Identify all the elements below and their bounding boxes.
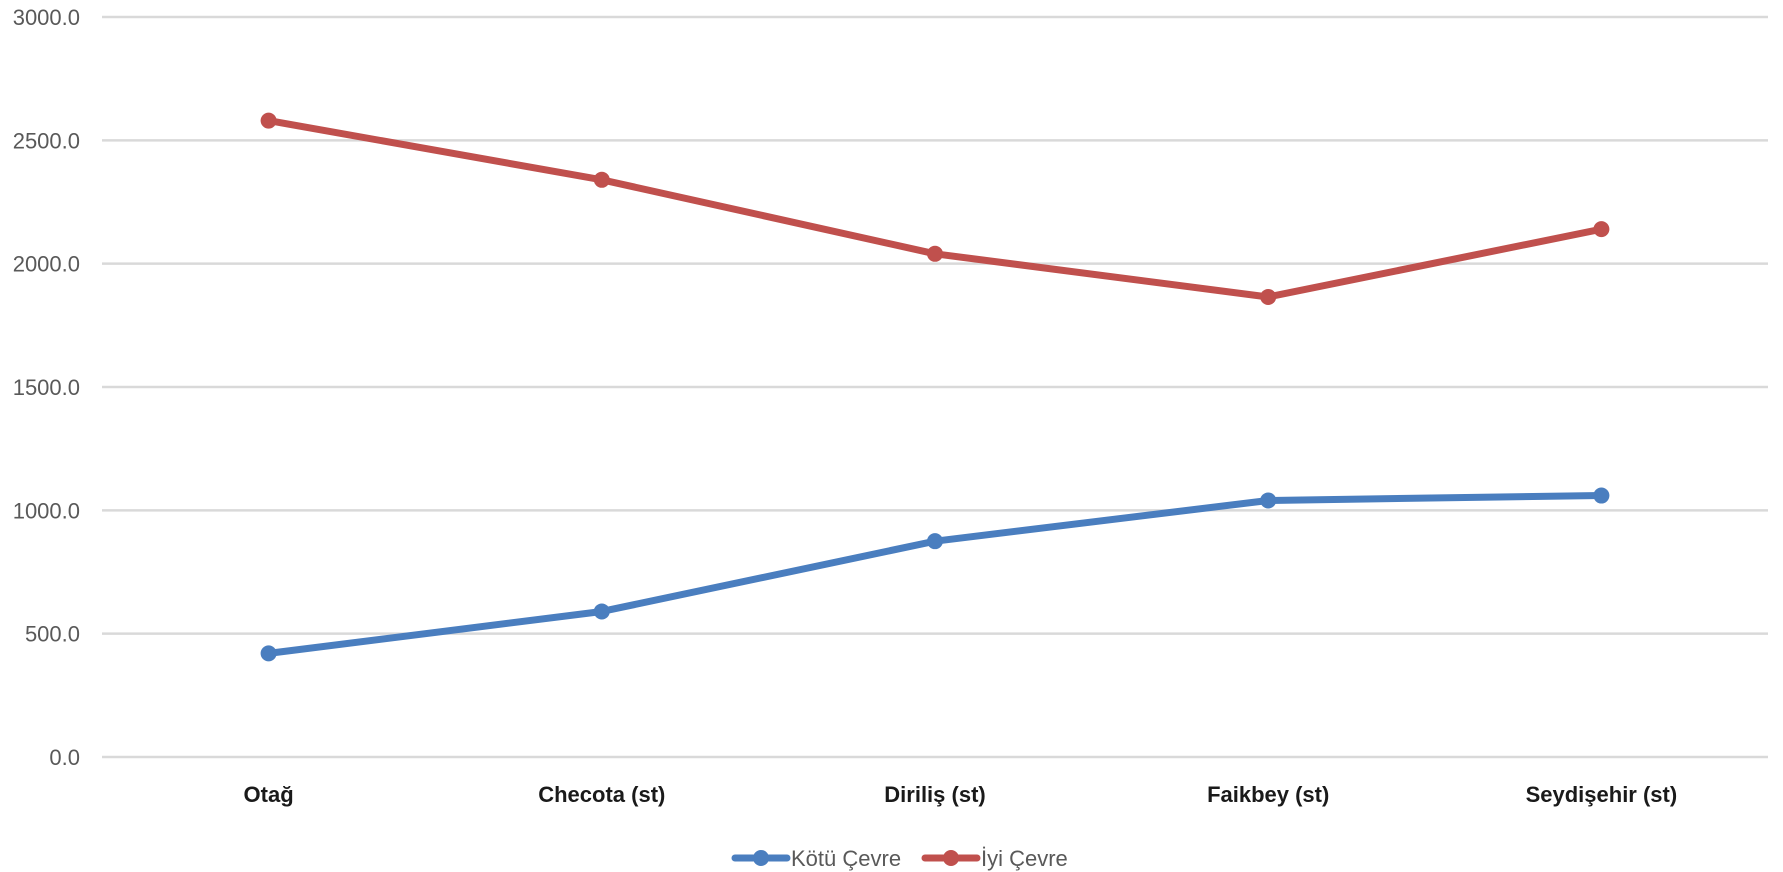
legend-marker [943,850,959,866]
legend-item: Kötü Çevre [731,846,901,871]
x-axis-category-labels: Otağ Checota (st) Diriliş (st) Faikbey (st)… [244,782,1678,807]
data-point [1260,492,1277,509]
data-point [260,645,277,662]
data-point [1593,487,1610,504]
legend-label: Kötü Çevre [791,846,901,871]
data-point [927,533,943,550]
data-point [927,245,943,262]
y-tick-label: 500.0 [25,622,80,647]
legend: Kötü Çevre İyi Çevre [731,846,1068,871]
y-tick-label: 3000.0 [13,5,80,30]
y-tick-label: 1500.0 [13,375,80,400]
data-point [1260,288,1277,305]
series-line [265,492,1605,657]
y-tick-label: 0.0 [49,745,80,770]
data-point [260,112,277,129]
x-category-label: Seydişehir (st) [1526,782,1678,807]
legend-item: İyi Çevre [921,846,1068,871]
series-2 [260,112,1610,305]
series-1 [260,487,1610,662]
series-line [265,117,1605,301]
y-tick-label: 2000.0 [13,252,80,277]
x-category-label: Faikbey (st) [1207,782,1329,807]
legend-marker [753,850,769,866]
legend-label: İyi Çevre [981,846,1068,871]
data-point [593,171,610,188]
data-point [1593,221,1610,238]
x-category-label: Otağ [244,782,294,807]
data-point [593,603,610,620]
y-axis-tick-labels: 0.0 500.0 1000.0 1500.0 2000.0 2500.0 3000.0 [13,5,80,770]
y-tick-label: 2500.0 [13,128,80,153]
x-category-label: Diriliş (st) [884,782,985,807]
x-category-label: Checota (st) [538,782,665,807]
y-tick-label: 1000.0 [13,498,80,523]
series-lines [260,112,1610,662]
